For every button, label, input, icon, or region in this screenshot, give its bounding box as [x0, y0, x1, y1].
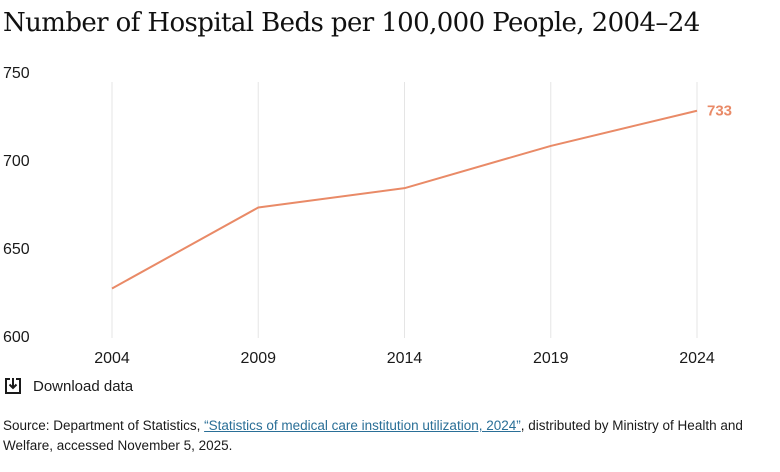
x-tick-label: 2019: [533, 350, 569, 367]
vertical-gridlines: [111, 82, 698, 338]
y-tick-label: 750: [3, 65, 30, 82]
y-tick-label: 650: [3, 241, 30, 258]
chart-title: Number of Hospital Beds per 100,000 Peop…: [3, 8, 700, 38]
x-axis-ticks: 2004 2009 2014 2019 2024: [94, 350, 715, 367]
y-axis-ticks: 750 700 650 600: [3, 65, 30, 346]
download-data-label: Download data: [33, 377, 134, 395]
x-tick-label: 2014: [387, 350, 423, 367]
source-note: Source: Department of Statistics, “Stati…: [3, 416, 778, 456]
end-value-label: 733: [707, 103, 732, 120]
x-tick-label: 2024: [679, 350, 715, 367]
series-layer: 733: [111, 103, 732, 290]
source-suffix: , distributed by Ministry of Health and …: [3, 418, 743, 453]
series-line: [111, 109, 698, 290]
y-tick-label: 700: [3, 153, 30, 170]
y-tick-label: 600: [3, 329, 30, 346]
line-chart: 750 700 650 600 2004 2009 2014 2019 2024 733: [3, 65, 732, 367]
download-icon: [3, 376, 23, 396]
source-prefix: Source: Department of Statistics,: [3, 418, 205, 433]
x-tick-label: 2009: [240, 350, 276, 367]
x-tick-label: 2004: [94, 350, 130, 367]
source-link[interactable]: “Statistics of medical care institution …: [204, 418, 521, 433]
download-data-button[interactable]: Download data: [3, 376, 133, 396]
